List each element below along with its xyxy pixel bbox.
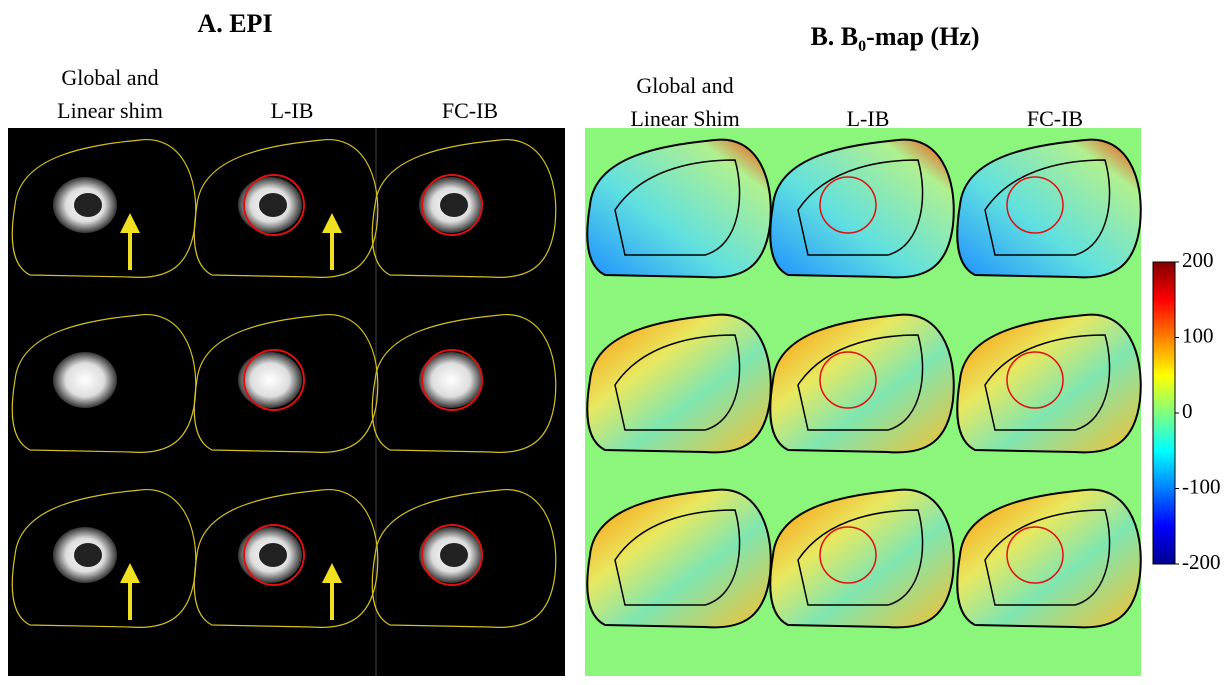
colorbar-tick-label: -200 — [1182, 550, 1221, 574]
cavity — [440, 193, 468, 217]
colorbar — [1153, 262, 1175, 564]
cavity — [259, 543, 287, 567]
panel-a-title: A. EPI — [197, 9, 272, 38]
panel-b-title: B. B0-map (Hz) — [810, 22, 979, 55]
title-subscript: 0 — [858, 38, 866, 55]
column-label: Global and — [61, 65, 158, 90]
cavity — [74, 543, 102, 567]
title-part: -map (Hz) — [866, 22, 979, 51]
colorbar-tick-label: -100 — [1182, 474, 1221, 498]
column-label: FC-IB — [1027, 106, 1083, 131]
column-label: L-IB — [271, 98, 314, 123]
column-label: Linear shim — [57, 98, 163, 123]
column-label: Global and — [636, 73, 733, 98]
organ — [53, 352, 117, 408]
cavity — [440, 543, 468, 567]
cavity — [74, 193, 102, 217]
colorbar-tick-label: 100 — [1182, 323, 1214, 347]
title-part: B. B — [810, 22, 858, 51]
cavity — [259, 193, 287, 217]
column-label: Linear Shim — [630, 106, 739, 131]
figure: A. EPI B. B0-map (Hz) Global andLinear s… — [0, 0, 1232, 680]
colorbar-tick-label: 0 — [1182, 399, 1193, 423]
column-label: L-IB — [847, 106, 890, 131]
organ — [238, 352, 302, 408]
colorbar-tick-label: 200 — [1182, 248, 1214, 272]
column-label: FC-IB — [442, 98, 498, 123]
